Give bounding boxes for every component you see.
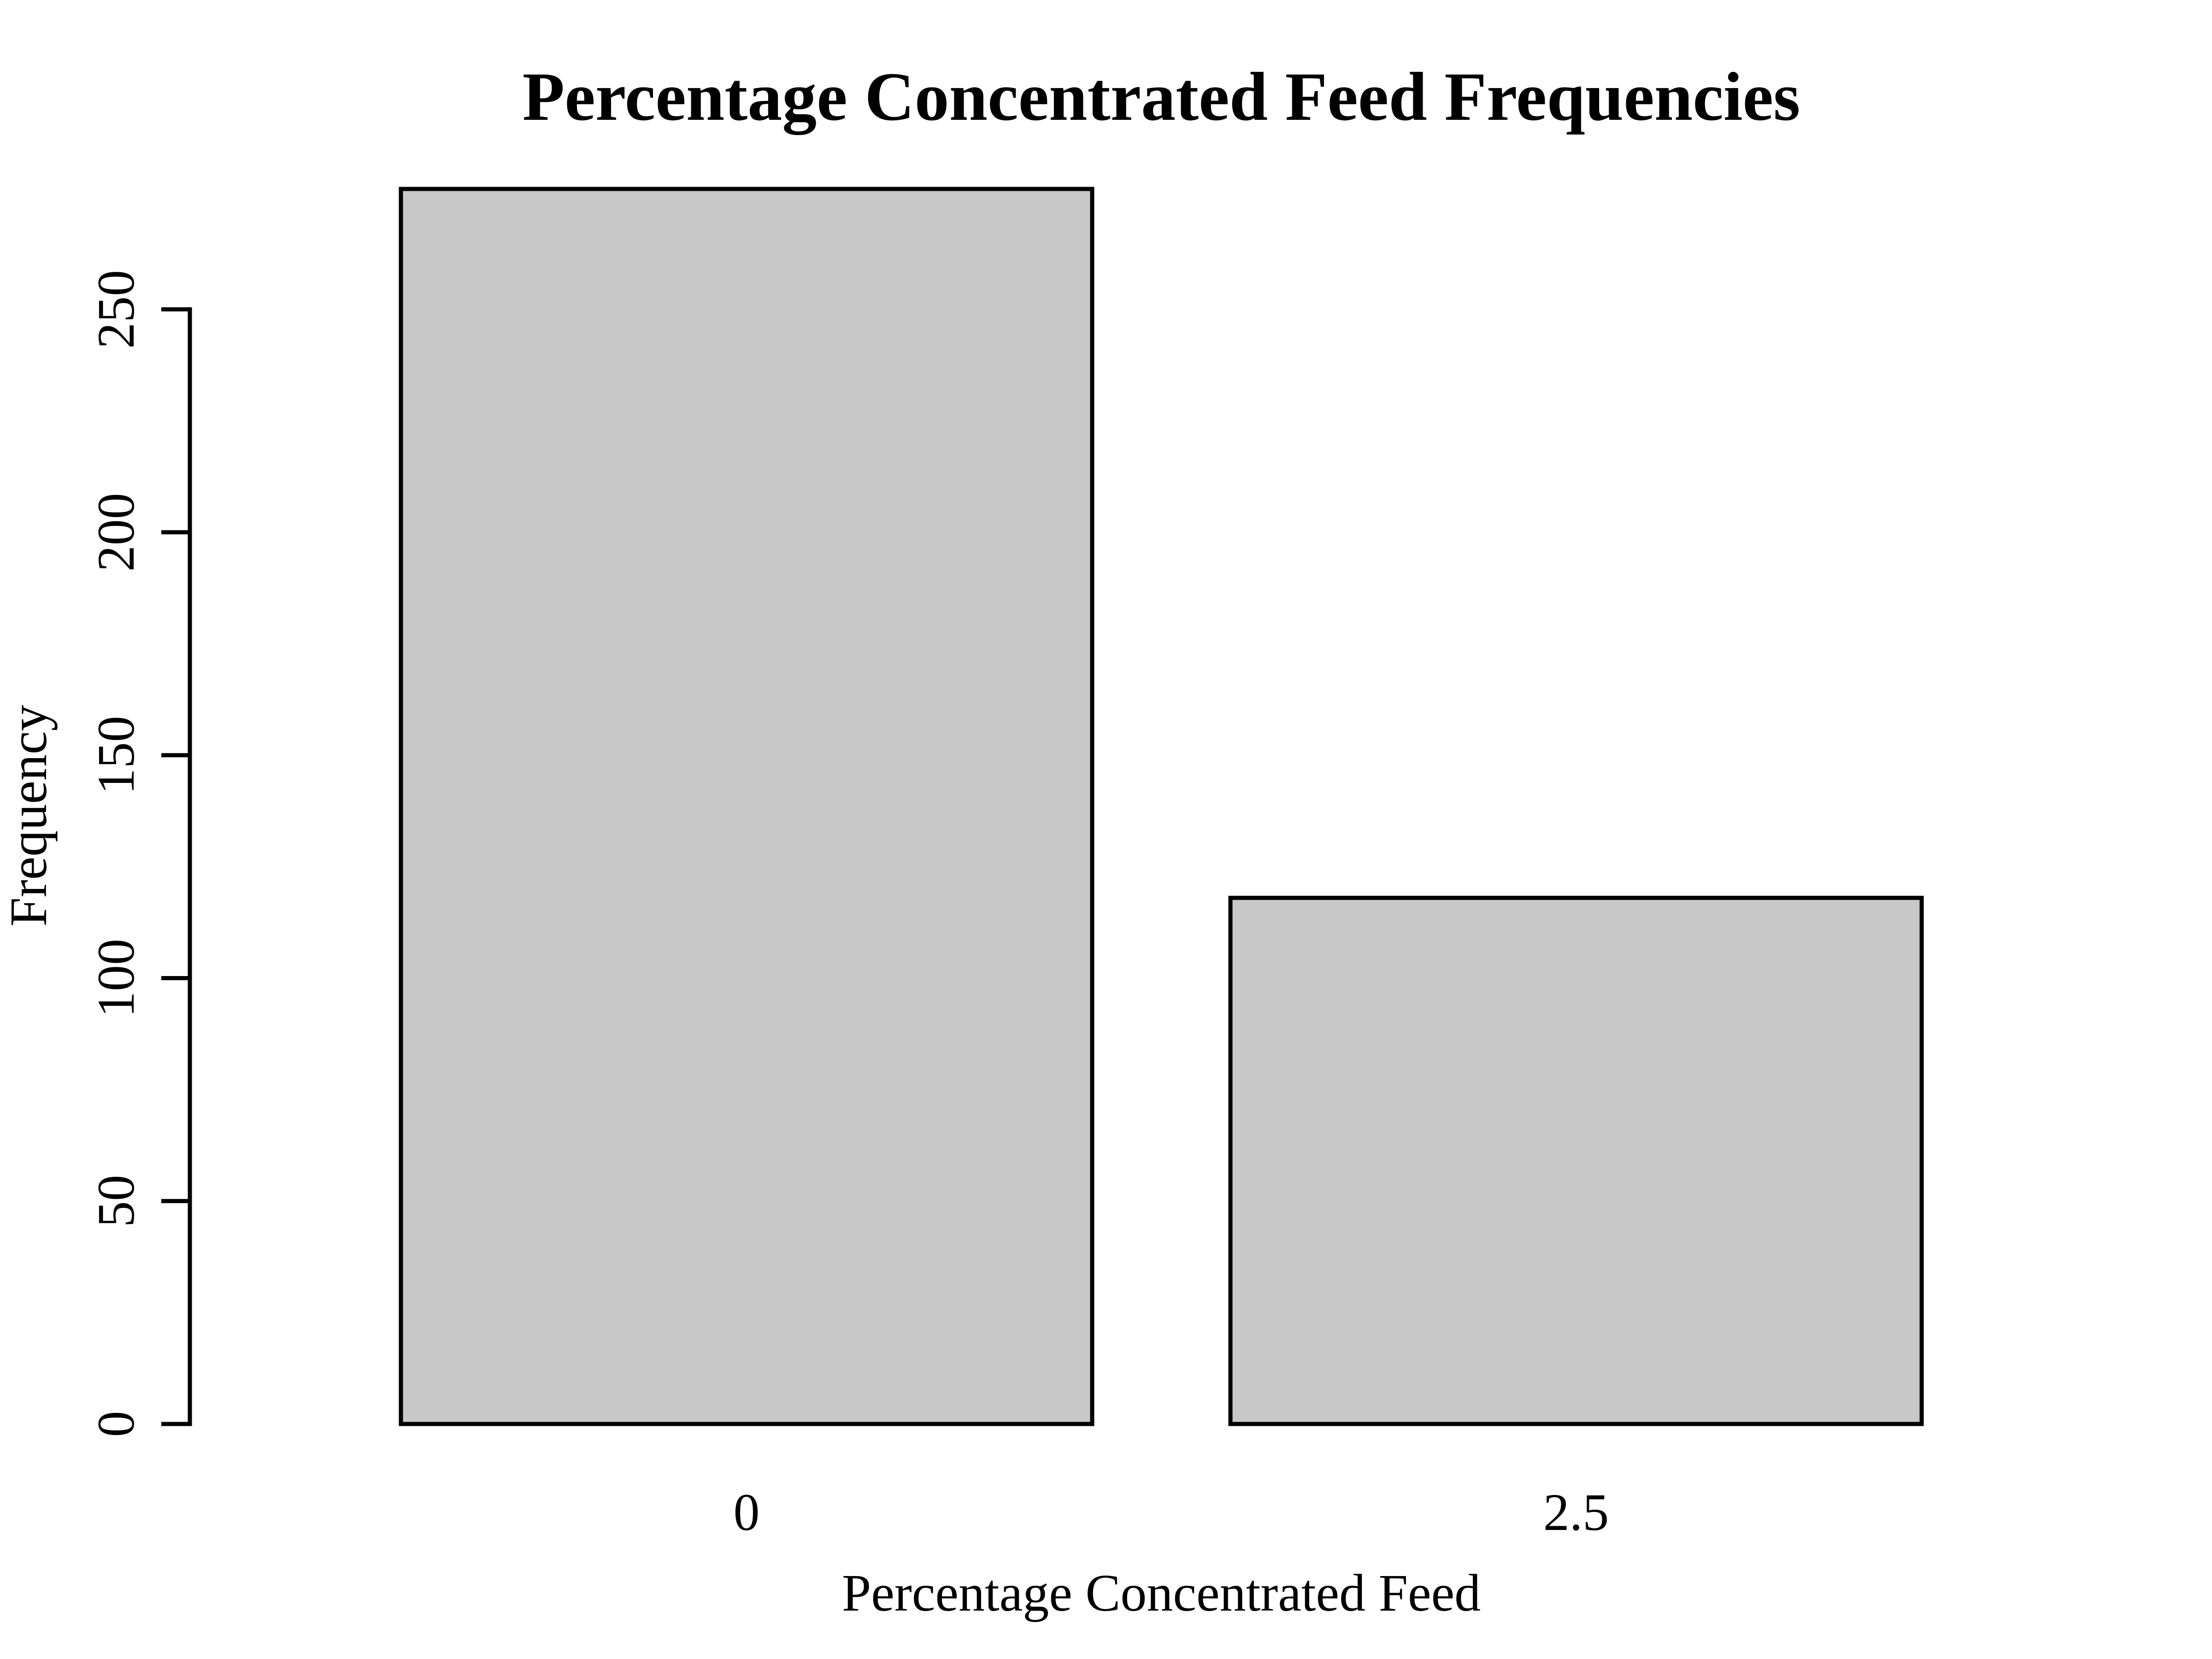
x-tick-labels: 0 2.5: [734, 1483, 1609, 1541]
chart-title: Percentage Concentrated Feed Frequencies: [523, 59, 1800, 135]
y-tick-label: 50: [87, 1175, 145, 1227]
y-axis: 0 50 100 150 200 250: [87, 270, 192, 1437]
y-tick-label: 200: [87, 493, 145, 571]
y-tick-label: 250: [87, 270, 145, 349]
x-tick-label: 2.5: [1543, 1483, 1609, 1541]
x-axis-label: Percentage Concentrated Feed: [842, 1564, 1481, 1622]
bar-0: [399, 187, 1094, 1426]
y-tick-label: 100: [87, 939, 145, 1018]
bars-group: [399, 187, 1924, 1426]
y-axis-label: Frequency: [0, 705, 58, 926]
y-tick-label: 150: [87, 716, 145, 794]
bar-2.5: [1228, 895, 1924, 1426]
y-tick-label: 0: [87, 1411, 145, 1437]
x-tick-label: 0: [734, 1483, 760, 1541]
